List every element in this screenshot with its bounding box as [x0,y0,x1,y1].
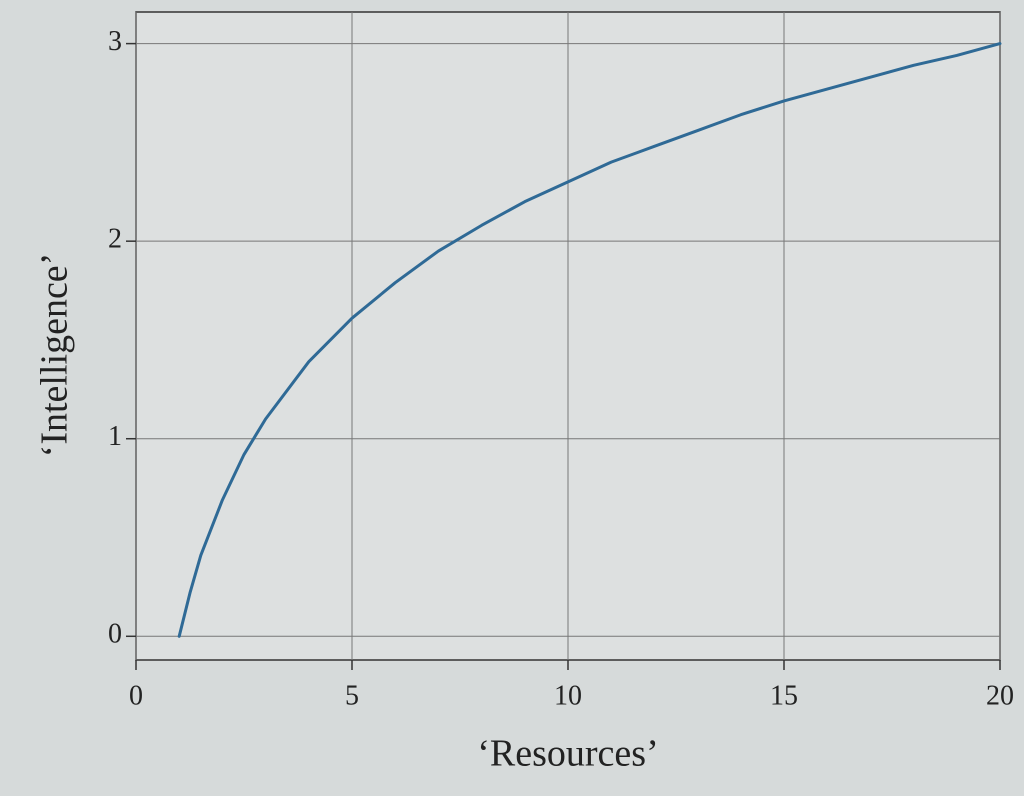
y-tick-label: 2 [108,224,122,255]
x-tick-label: 0 [129,680,143,711]
y-tick-label: 0 [108,619,122,650]
x-tick-label: 10 [554,680,582,711]
y-tick-label: 1 [108,421,122,452]
x-axis-label: ‘Resources’ [477,733,658,775]
y-tick-label: 3 [108,26,122,57]
x-tick-label: 5 [345,680,359,711]
data-line [177,42,1002,638]
x-tick-label: 20 [986,680,1014,711]
y-axis-label: ‘Intelligence’ [34,253,76,458]
x-tick-label: 15 [770,680,798,711]
